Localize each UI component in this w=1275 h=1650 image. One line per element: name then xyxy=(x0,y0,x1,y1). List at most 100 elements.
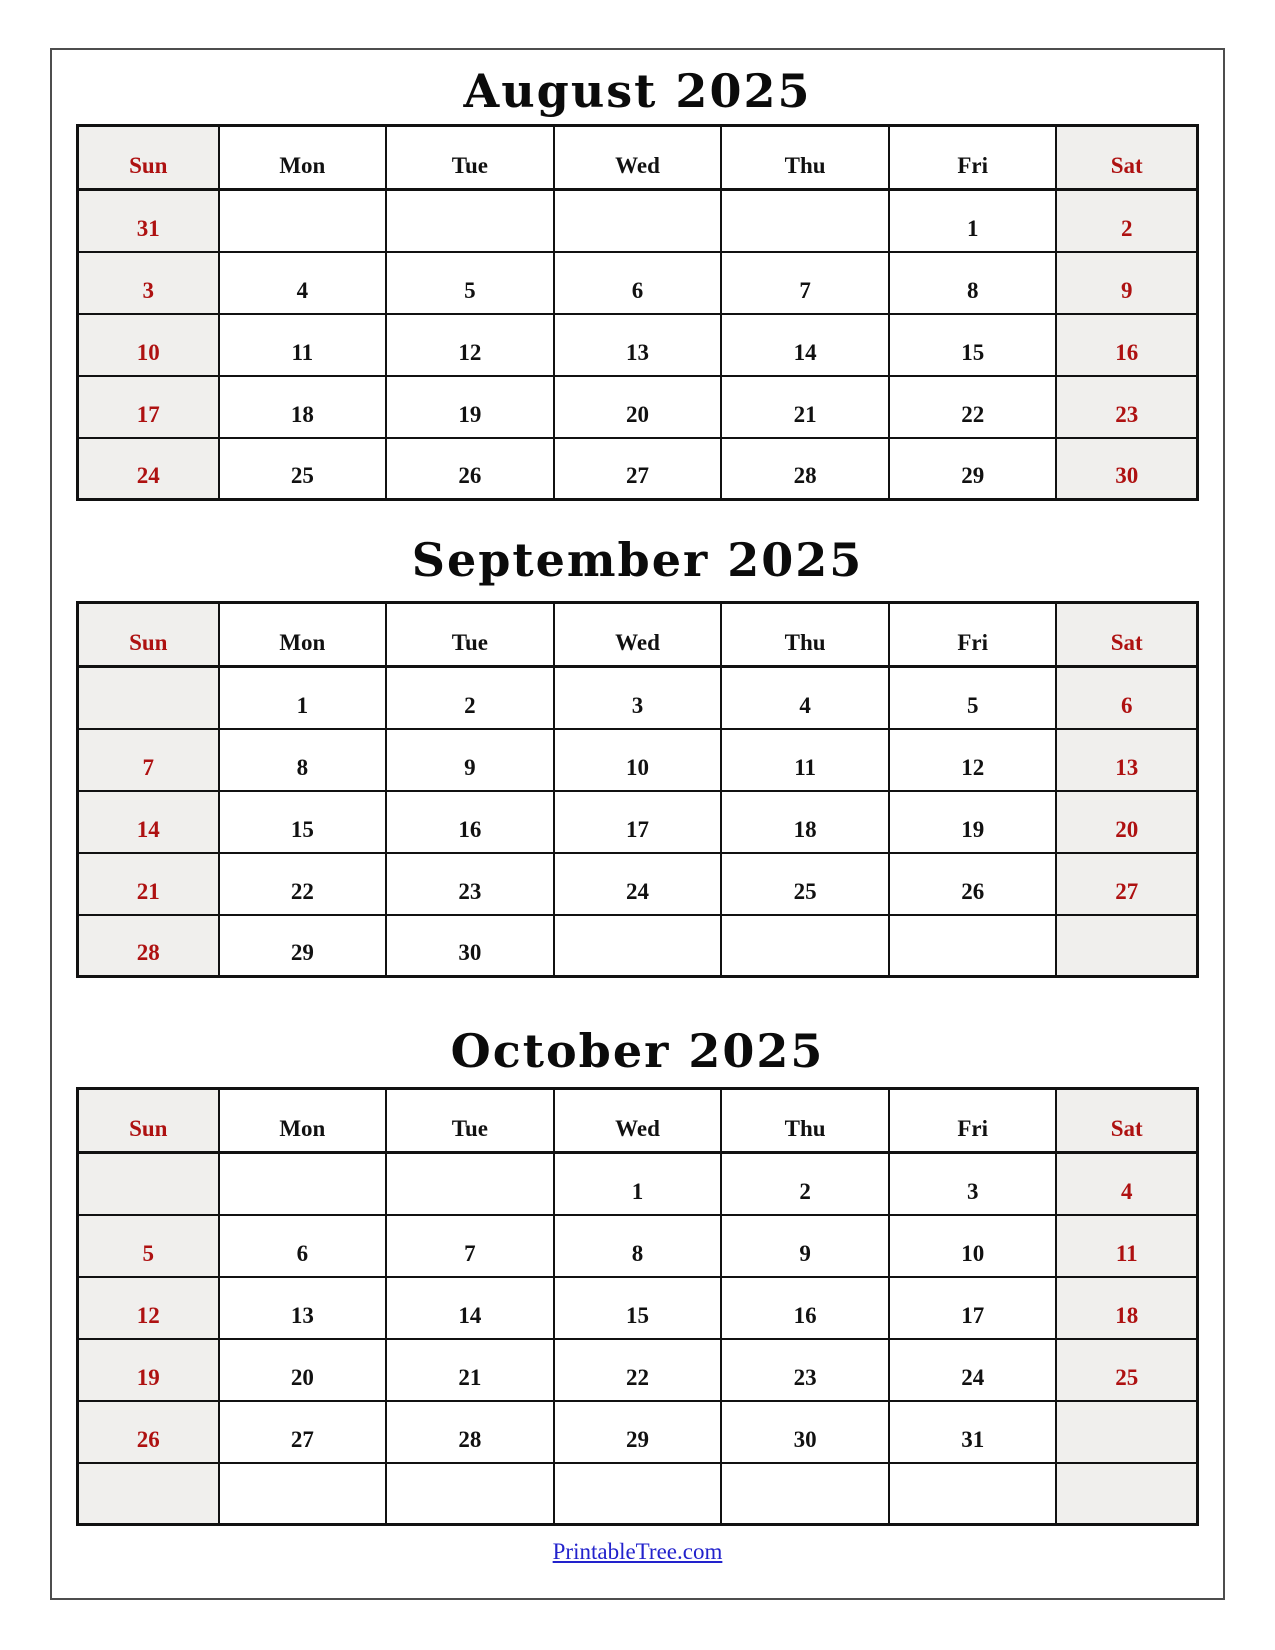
calendar-months: August 2025 Sun Mon Tue Wed Thu Fri Sat 31 1 2 3 4 5 6… xyxy=(52,64,1223,1526)
day-cell: 19 xyxy=(385,374,555,439)
day-cell: 11 xyxy=(720,727,890,792)
day-cell: 23 xyxy=(385,851,555,916)
calendar-table: Sun Mon Tue Wed Thu Fri Sat 31 1 2 3 4 5 6 7 8 9 10 11 12 13… xyxy=(76,124,1199,501)
day-cell: 2 xyxy=(720,1151,890,1216)
footer-link[interactable]: PrintableTree.com xyxy=(552,1539,723,1564)
empty-day-cell xyxy=(552,1461,723,1526)
day-cell: 10 xyxy=(76,312,220,377)
day-cell: 21 xyxy=(76,851,220,916)
calendar-table: Sun Mon Tue Wed Thu Fri Sat 1 2 3 4 5 6 7 8 9 10 11 12 13 14… xyxy=(76,1087,1199,1526)
week-row: 7 8 9 10 11 12 13 xyxy=(76,727,1199,792)
day-cell: 13 xyxy=(217,1275,388,1340)
day-header-sat: Sat xyxy=(1055,601,1199,668)
day-cell: 3 xyxy=(76,250,220,315)
day-header-sat: Sat xyxy=(1055,1087,1199,1154)
empty-day-cell xyxy=(76,1151,220,1216)
day-cell: 25 xyxy=(720,851,890,916)
week-row: 5 6 7 8 9 10 11 xyxy=(76,1213,1199,1278)
week-row: 10 11 12 13 14 15 16 xyxy=(76,312,1199,377)
week-row: 12 13 14 15 16 17 18 xyxy=(76,1275,1199,1340)
day-header-wed: Wed xyxy=(552,601,723,668)
day-cell: 1 xyxy=(887,188,1058,253)
empty-day-cell xyxy=(385,188,555,253)
empty-day-cell xyxy=(217,1151,388,1216)
day-cell: 29 xyxy=(887,436,1058,501)
month-section: October 2025 Sun Mon Tue Wed Thu Fri Sat 1 2 3 4 5 6 7… xyxy=(52,1024,1223,1526)
week-row: 31 1 2 xyxy=(76,188,1199,253)
day-cell: 27 xyxy=(552,436,723,501)
month-section: August 2025 Sun Mon Tue Wed Thu Fri Sat 31 1 2 3 4 5 6… xyxy=(52,64,1223,501)
day-cell: 25 xyxy=(1055,1337,1199,1402)
empty-day-cell xyxy=(217,1461,388,1526)
day-cell: 27 xyxy=(217,1399,388,1464)
day-cell: 13 xyxy=(1055,727,1199,792)
calendar-table: Sun Mon Tue Wed Thu Fri Sat 1 2 3 4 5 6 7 8 9 10 11 12 13 14… xyxy=(76,601,1199,978)
day-cell: 12 xyxy=(76,1275,220,1340)
day-cell: 18 xyxy=(217,374,388,439)
day-cell: 19 xyxy=(76,1337,220,1402)
empty-day-cell xyxy=(217,188,388,253)
empty-day-cell xyxy=(720,188,890,253)
day-cell: 31 xyxy=(76,188,220,253)
day-cell: 4 xyxy=(1055,1151,1199,1216)
day-cell: 19 xyxy=(887,789,1058,854)
day-cell: 5 xyxy=(887,665,1058,730)
day-cell: 14 xyxy=(385,1275,555,1340)
day-cell: 24 xyxy=(552,851,723,916)
day-cell: 6 xyxy=(552,250,723,315)
day-cell: 14 xyxy=(720,312,890,377)
day-cell: 15 xyxy=(552,1275,723,1340)
day-cell: 8 xyxy=(217,727,388,792)
day-cell: 17 xyxy=(76,374,220,439)
day-cell: 30 xyxy=(385,913,555,978)
day-cell: 21 xyxy=(385,1337,555,1402)
day-header-thu: Thu xyxy=(720,1087,890,1154)
day-header-fri: Fri xyxy=(887,1087,1058,1154)
day-cell: 5 xyxy=(385,250,555,315)
month-section: September 2025 Sun Mon Tue Wed Thu Fri Sat 1 2 3 4 5… xyxy=(52,533,1223,978)
empty-day-cell xyxy=(385,1151,555,1216)
week-row xyxy=(76,1461,1199,1526)
page-footer: PrintableTree.com xyxy=(52,1539,1223,1565)
day-header-tue: Tue xyxy=(385,601,555,668)
day-header-fri: Fri xyxy=(887,601,1058,668)
week-row: 26 27 28 29 30 31 xyxy=(76,1399,1199,1464)
day-cell: 4 xyxy=(720,665,890,730)
day-cell: 30 xyxy=(1055,436,1199,501)
day-cell: 2 xyxy=(1055,188,1199,253)
day-cell: 22 xyxy=(217,851,388,916)
empty-day-cell xyxy=(76,665,220,730)
day-cell: 26 xyxy=(76,1399,220,1464)
day-cell: 27 xyxy=(1055,851,1199,916)
day-cell: 6 xyxy=(217,1213,388,1278)
empty-day-cell xyxy=(1055,1461,1199,1526)
day-cell: 15 xyxy=(887,312,1058,377)
day-cell: 17 xyxy=(887,1275,1058,1340)
day-header-mon: Mon xyxy=(217,601,388,668)
day-cell: 8 xyxy=(887,250,1058,315)
day-header-mon: Mon xyxy=(217,124,388,191)
day-cell: 26 xyxy=(887,851,1058,916)
day-cell: 12 xyxy=(385,312,555,377)
day-cell: 7 xyxy=(385,1213,555,1278)
day-cell: 16 xyxy=(385,789,555,854)
week-row: 28 29 30 xyxy=(76,913,1199,978)
day-cell: 9 xyxy=(720,1213,890,1278)
page-frame: August 2025 Sun Mon Tue Wed Thu Fri Sat 31 1 2 3 4 5 6… xyxy=(50,48,1225,1600)
day-header-thu: Thu xyxy=(720,601,890,668)
day-cell: 20 xyxy=(1055,789,1199,854)
day-cell: 28 xyxy=(76,913,220,978)
day-header-sat: Sat xyxy=(1055,124,1199,191)
day-cell: 4 xyxy=(217,250,388,315)
day-header-wed: Wed xyxy=(552,124,723,191)
day-cell: 9 xyxy=(385,727,555,792)
day-cell: 26 xyxy=(385,436,555,501)
day-header-tue: Tue xyxy=(385,124,555,191)
empty-day-cell xyxy=(552,913,723,978)
day-cell: 8 xyxy=(552,1213,723,1278)
day-cell: 23 xyxy=(1055,374,1199,439)
day-cell: 9 xyxy=(1055,250,1199,315)
day-cell: 24 xyxy=(76,436,220,501)
day-cell: 18 xyxy=(720,789,890,854)
